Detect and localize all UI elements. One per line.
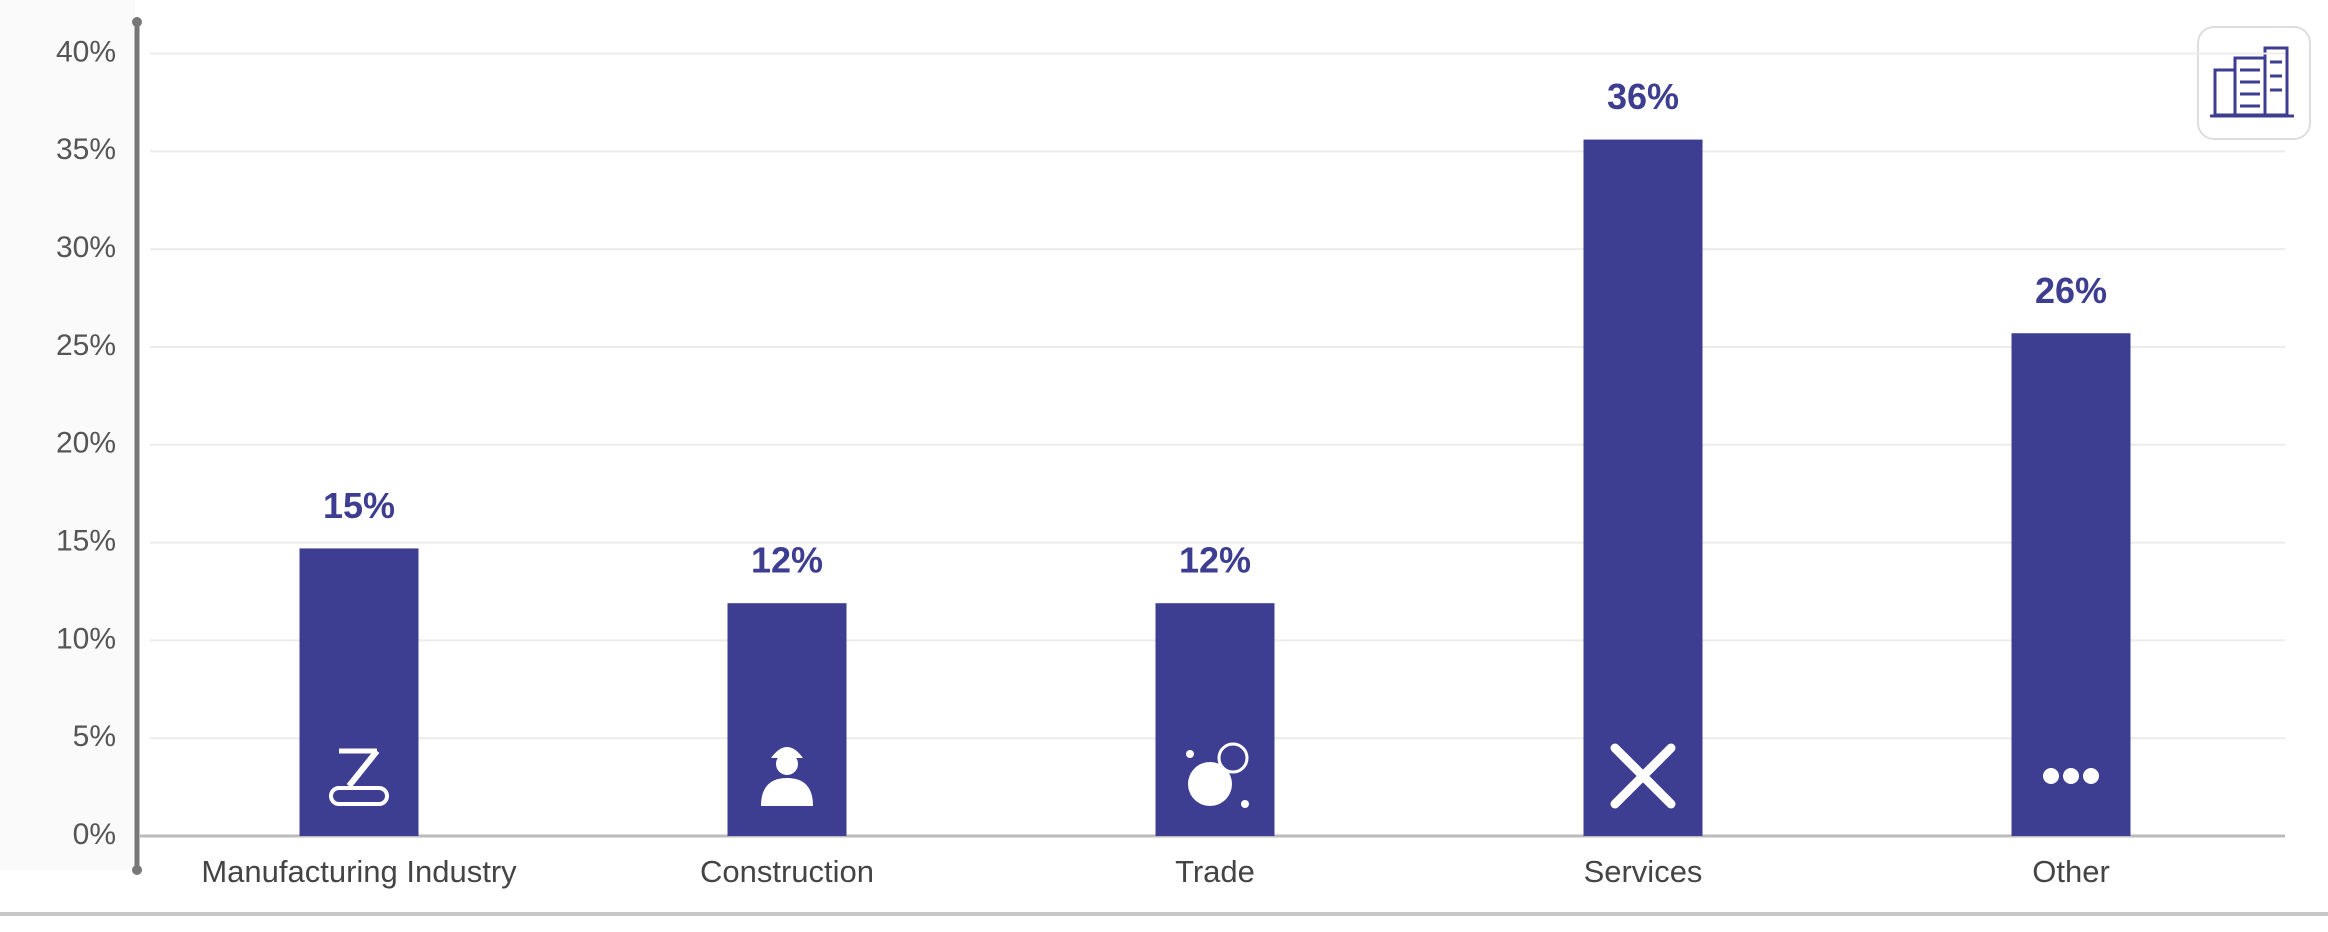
bar	[299, 548, 419, 836]
y-tick-label: 20%	[56, 427, 116, 460]
icon-part	[1610, 743, 1676, 809]
icon-part	[771, 747, 803, 758]
value-label: 15%	[323, 485, 395, 526]
icon-part	[761, 778, 813, 806]
x-tick-label: Construction	[700, 854, 874, 889]
category-icon	[761, 747, 813, 806]
icon-part	[2043, 768, 2059, 784]
icon-part	[1186, 750, 1194, 758]
value-label: 12%	[1179, 540, 1251, 581]
icon-part	[2063, 768, 2079, 784]
y-tick-label: 5%	[73, 720, 116, 753]
y-axis-end	[132, 17, 142, 27]
icon-part	[1241, 800, 1249, 808]
y-tick-label: 25%	[56, 329, 116, 362]
left-strip	[0, 0, 135, 870]
icon-part	[346, 749, 380, 788]
value-label: 12%	[751, 540, 823, 581]
icon-part	[1188, 762, 1232, 806]
icon-part	[2083, 768, 2099, 784]
category-icon	[1610, 743, 1676, 809]
bar	[1583, 139, 1703, 836]
icon-part	[776, 753, 798, 775]
y-tick-label: 10%	[56, 622, 116, 655]
category-icon	[1186, 742, 1249, 808]
category-icon	[329, 748, 389, 806]
category-icon	[2043, 768, 2099, 784]
value-label: 26%	[2035, 270, 2107, 311]
x-tick-label: Trade	[1175, 854, 1255, 889]
y-tick-label: 0%	[73, 818, 116, 851]
y-tick-label: 40%	[56, 35, 116, 68]
y-tick-label: 30%	[56, 231, 116, 264]
y-tick-label: 15%	[56, 524, 116, 557]
y-tick-label: 35%	[56, 133, 116, 166]
bar	[2011, 333, 2131, 836]
y-axis-end	[132, 865, 142, 875]
icon-part	[1217, 742, 1249, 774]
x-tick-label: Other	[2032, 854, 2110, 889]
value-label: 36%	[1607, 76, 1679, 117]
x-tick-label: Services	[1584, 854, 1703, 889]
icon-part	[329, 786, 389, 806]
building-icon	[2210, 46, 2294, 118]
x-tick-label: Manufacturing Industry	[201, 854, 517, 889]
corner-icon	[2197, 26, 2311, 140]
